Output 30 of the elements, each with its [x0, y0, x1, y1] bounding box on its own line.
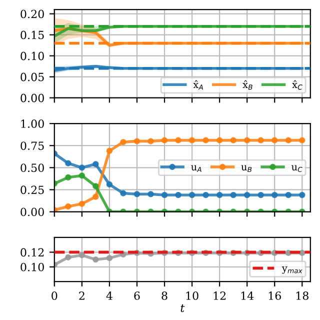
x-tick-label: 6 [134, 292, 140, 300]
y-tick-label: 0.50 [20, 164, 44, 172]
legend-label: u$_{B}$ [241, 165, 252, 172]
x-tick-label: 8 [162, 292, 168, 300]
legend-label: x̂$_{B}$ [242, 80, 252, 90]
y-tick-label: 1.00 [21, 120, 44, 128]
x-tick-label: 14 [241, 292, 254, 300]
x-tick-label: 10 [186, 292, 198, 300]
y-tick-label: 0.00 [20, 94, 44, 102]
legend-label: u$_{A}$ [191, 165, 202, 172]
x-tick-label: 18 [296, 292, 308, 300]
y-tick-label: 0.25 [20, 186, 44, 194]
y-tick-label: 0.10 [20, 52, 44, 60]
y-tick-label: 0.12 [20, 248, 44, 257]
y-tick-label: 0.75 [20, 142, 44, 150]
y-tick-label: 0.15 [20, 30, 44, 40]
x-axis-title: t [180, 304, 185, 312]
y-tick-label: 0.00 [20, 208, 44, 216]
x-tick-label: 2 [79, 292, 84, 300]
x-tick-label: 4 [106, 292, 112, 300]
x-tick-label: 16 [268, 292, 281, 300]
x-tick-label: 0 [52, 292, 58, 300]
x-tick-label: 12 [214, 292, 226, 300]
legend-label: y$_{max}$ [282, 266, 302, 274]
legend-label: x̂$_{C}$ [292, 80, 302, 90]
y-tick-label: 0.10 [20, 262, 44, 272]
y-tick-label: 0.20 [20, 10, 44, 18]
y-tick-label: 0.05 [20, 72, 44, 82]
legend-label: u$_{C}$ [292, 165, 302, 172]
legend-label: x̂$_{A}$ [193, 80, 203, 90]
